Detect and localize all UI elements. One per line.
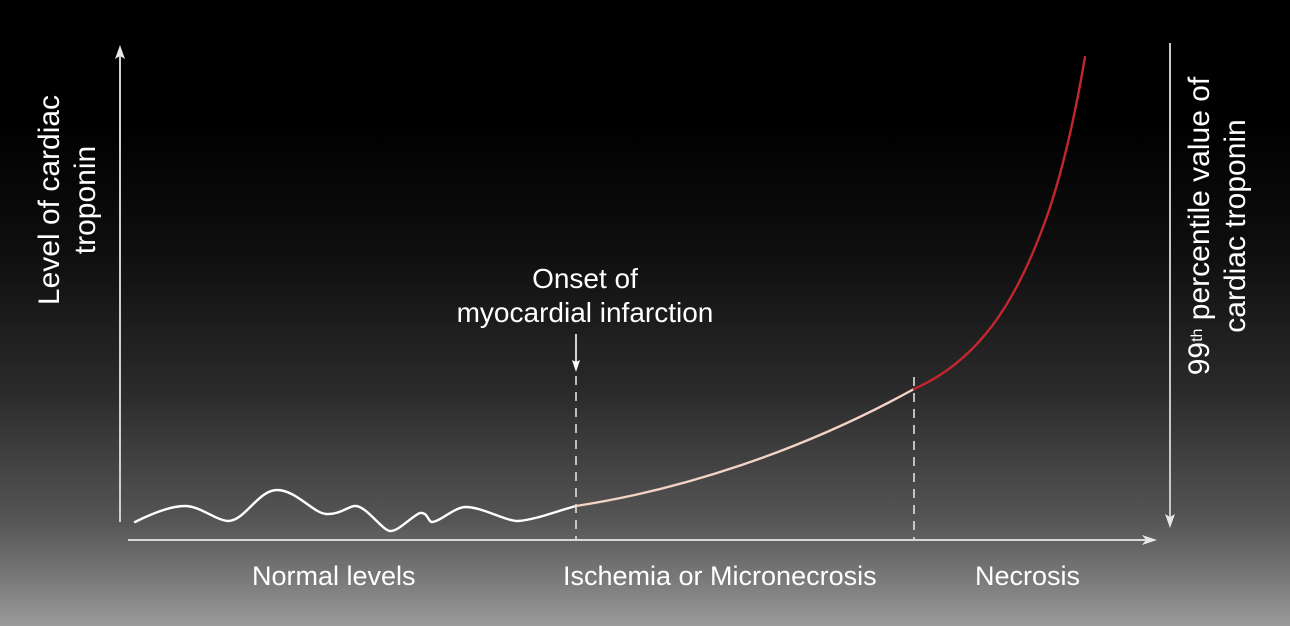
necrosis-curve: [912, 55, 1087, 391]
percentile-label-text: percentile value of: [1183, 76, 1216, 329]
percentile-label-line2: cardiac troponin: [1219, 119, 1252, 333]
percentile-suffix: th: [1189, 328, 1206, 342]
onset-annotation: Onset of myocardial infarction: [420, 262, 750, 330]
y-axis-arrow-icon: [115, 45, 125, 59]
percentile-arrow: [1165, 43, 1175, 528]
percentile-label: 99th percentile value of cardiac troponi…: [1182, 36, 1266, 416]
ischemia-curve: [574, 387, 916, 508]
down-arrow-icon: [572, 360, 580, 372]
phase-label-necrosis: Necrosis: [975, 561, 1081, 591]
x-axis: [128, 535, 1157, 545]
onset-line2: myocardial infarction: [456, 297, 714, 328]
y-axis-label-line1: Level of cardiac: [33, 94, 66, 306]
normal-levels-curve: [133, 488, 578, 533]
onset-arrow: [572, 334, 580, 372]
phase-label-ischemia: Ischemia or Micronecrosis: [563, 561, 877, 591]
onset-line1: Onset of: [532, 263, 638, 294]
percentile-label-line1: 99th percentile value of: [1182, 36, 1218, 416]
y-axis-label: Level of cardiac troponin: [32, 30, 116, 370]
percentile-number: 99: [1183, 341, 1216, 376]
x-axis-arrow-icon: [1142, 535, 1157, 545]
phase-label-normal: Normal levels: [252, 561, 416, 591]
y-axis-label-line2: troponin: [69, 145, 102, 255]
y-axis: [115, 45, 125, 522]
down-arrow-icon: [1165, 514, 1175, 528]
